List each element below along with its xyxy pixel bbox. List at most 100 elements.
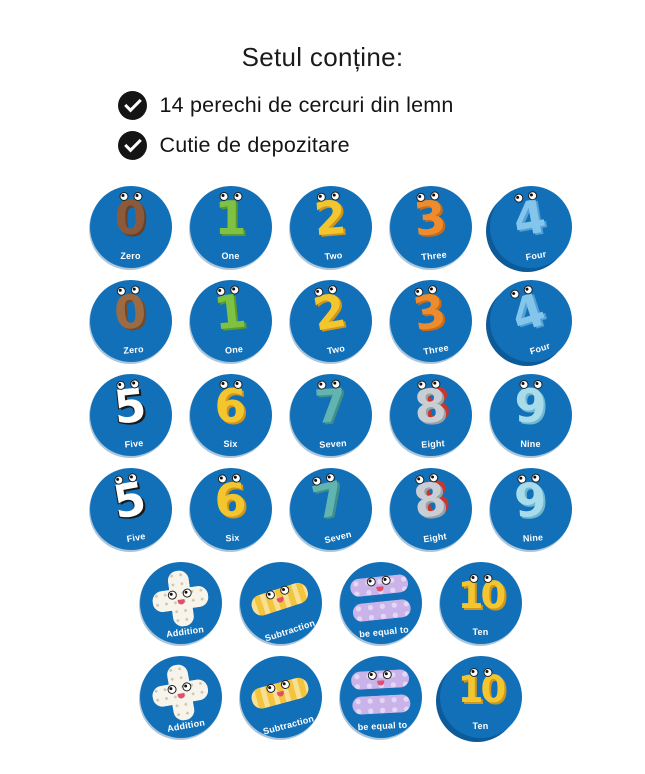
eye-icon <box>426 284 438 295</box>
eyes-icon <box>513 190 538 204</box>
eye-icon <box>310 475 322 487</box>
token-glyph-two-a: 2 <box>311 189 349 247</box>
eye-icon <box>126 472 138 483</box>
feature-item-box: Cutie de depozitare <box>117 131 528 160</box>
eyes-icon <box>217 473 241 484</box>
eye-icon <box>229 284 240 295</box>
token-disc-four-b: 4 Four <box>489 280 572 362</box>
token-rotor: be equal to <box>335 558 425 648</box>
token-rotor: be equal to <box>337 654 423 740</box>
token-disc-eight-b: 8 Eight <box>389 468 472 550</box>
token-glyph-three-a: 3 <box>410 189 449 247</box>
eye-icon <box>330 379 341 389</box>
token-disc-addition-b: Addition <box>139 656 222 738</box>
token-disc-ten-a: 10 Ten <box>439 562 522 644</box>
token-rotor: 1 One <box>190 186 272 268</box>
token-rotor: 3 Three <box>383 274 478 369</box>
eye-icon <box>513 192 524 204</box>
token-rotor: 4 Four <box>479 269 582 372</box>
eye-icon <box>324 472 336 484</box>
eye-icon <box>329 191 340 201</box>
eyes-icon <box>115 378 140 391</box>
feature-item-pairs: 14 perechi de cercuri din lemn <box>117 91 528 120</box>
token-rotor: 10 Ten <box>440 656 522 738</box>
token-glyph-five-b: 5 <box>108 470 150 530</box>
token-disc-six-b: 6 Six <box>189 468 272 550</box>
eye-icon <box>326 284 338 295</box>
eyes-icon <box>469 574 492 583</box>
eye-icon <box>129 285 140 295</box>
eyes-icon <box>508 284 534 300</box>
check-icon <box>117 131 147 160</box>
mouth-icon <box>376 680 384 686</box>
token-label-one-b: One <box>223 343 244 356</box>
eye-icon <box>414 474 425 485</box>
eye-icon <box>469 574 478 583</box>
token-label-ten-a: Ten <box>472 627 489 637</box>
eye-icon <box>313 286 324 298</box>
eye-icon <box>278 584 290 596</box>
eyes-icon <box>365 575 391 587</box>
token-label-zero-b: Zero <box>122 344 144 356</box>
eyes-icon <box>316 379 341 390</box>
eye-icon <box>416 380 427 390</box>
token-symbol-addition-a <box>148 567 211 630</box>
eye-icon <box>382 669 392 680</box>
token-rotor: 2 Two <box>286 183 375 272</box>
token-row: 0 Zero 1 One 2 Two 3 Three 4 Four <box>8 186 645 268</box>
token-label-three-a: Three <box>420 249 447 263</box>
token-disc-one-b: 1 One <box>189 280 272 362</box>
eye-icon <box>133 192 142 201</box>
token-disc-seven-a: 7 Seven <box>287 371 375 459</box>
eye-icon <box>219 192 228 201</box>
eye-icon <box>483 668 492 677</box>
token-label-seven-a: Seven <box>318 437 347 450</box>
token-rotor: 6 Six <box>190 374 272 456</box>
token-label-three-b: Three <box>422 342 449 357</box>
eyes-icon <box>519 380 542 389</box>
token-rotor: 7 Seven <box>281 459 380 558</box>
eyes-icon <box>219 380 242 389</box>
eye-icon <box>215 286 226 297</box>
token-symbol-equals-b <box>350 663 411 722</box>
token-row: Addition Subtraction be equal to 10 Ten <box>8 562 645 644</box>
eye-icon <box>508 288 521 300</box>
token-rotor: 2 Two <box>283 274 378 369</box>
eye-icon <box>530 473 541 483</box>
token-rotor: 0 Zero <box>90 186 172 268</box>
eye-icon <box>519 380 528 389</box>
page-title: Setul conține: <box>241 42 404 72</box>
token-disc-zero-b: 0 Zero <box>89 280 172 362</box>
token-symbol-addition-b <box>147 660 212 725</box>
token-glyph-zero-b: 0 <box>111 283 149 341</box>
equals-bar <box>351 598 412 623</box>
token-label-nine-b: Nine <box>522 532 544 544</box>
token-disc-seven-b: 7 Seven <box>289 468 372 550</box>
eyes-icon <box>310 472 336 487</box>
eye-icon <box>231 473 241 483</box>
face-icon <box>367 669 392 686</box>
eye-icon <box>233 380 242 389</box>
token-glyph-eight-a: 8 <box>412 377 448 435</box>
eye-icon <box>526 190 538 201</box>
token-rotor: 7 Seven <box>287 371 375 459</box>
token-rotor: Addition <box>134 557 227 650</box>
token-rotor: 0 Zero <box>86 277 175 366</box>
eyes-icon <box>115 285 140 297</box>
eye-icon <box>264 682 276 694</box>
token-rotor: 8 Eight <box>384 463 477 556</box>
token-glyph-seven-b: 7 <box>306 470 351 531</box>
token-glyph-eight-b: 8 <box>409 471 449 530</box>
eye-icon <box>129 378 140 389</box>
eyes-icon <box>315 191 340 203</box>
eye-icon <box>181 681 192 693</box>
token-glyph-seven-a: 7 <box>312 377 348 435</box>
token-disc-three-b: 3 Three <box>389 280 472 362</box>
token-disc-one-a: 1 One <box>189 186 272 268</box>
token-label-four-a: Four <box>524 248 547 263</box>
token-disc-five-a: 5 Five <box>89 374 172 456</box>
feature-list: 14 perechi de cercuri din lemn Cutie de … <box>117 91 528 160</box>
eye-icon <box>315 192 326 203</box>
token-rotor: 1 One <box>185 276 275 366</box>
token-row: 5 Five 6 Six 7 Seven 8 Eight 9 Nine <box>8 374 645 456</box>
